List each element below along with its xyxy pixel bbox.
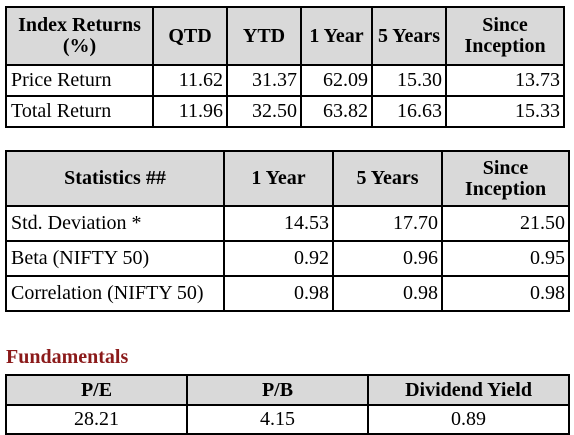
table-row: Std. Deviation * 14.53 17.70 21.50 xyxy=(5,205,570,242)
price-return-since-inception: 13.73 xyxy=(445,64,565,97)
index-returns-header-row: Index Returns (%) QTD YTD 1 Year 5 Years… xyxy=(5,6,565,66)
header-statistics: Statistics ## xyxy=(5,150,225,207)
header-5-years: 5 Years xyxy=(371,6,447,66)
price-return-qtd: 11.62 xyxy=(152,64,228,97)
correlation-since-inception: 0.98 xyxy=(441,275,570,312)
row-label-beta: Beta (NIFTY 50) xyxy=(5,240,225,277)
table-row: Correlation (NIFTY 50) 0.98 0.98 0.98 xyxy=(5,275,570,312)
beta-since-inception: 0.95 xyxy=(441,240,570,277)
statistics-table: Statistics ## 1 Year 5 Years Since Incep… xyxy=(5,150,570,312)
index-returns-table: Index Returns (%) QTD YTD 1 Year 5 Years… xyxy=(5,6,565,128)
correlation-5-years: 0.98 xyxy=(332,275,443,312)
table-row: Beta (NIFTY 50) 0.92 0.96 0.95 xyxy=(5,240,570,277)
price-return-1-year: 62.09 xyxy=(300,64,373,97)
row-label-total-return: Total Return xyxy=(5,95,154,128)
fundamentals-title: Fundamentals xyxy=(6,346,129,368)
fundamentals-header-row: P/E P/B Dividend Yield xyxy=(5,374,570,406)
total-return-ytd: 32.50 xyxy=(226,95,302,128)
header-dividend-yield: Dividend Yield xyxy=(367,374,570,406)
header-1-year: 1 Year xyxy=(223,150,334,207)
pe-value: 28.21 xyxy=(5,404,188,435)
pb-value: 4.15 xyxy=(186,404,369,435)
header-pe: P/E xyxy=(5,374,188,406)
header-5-years: 5 Years xyxy=(332,150,443,207)
beta-1-year: 0.92 xyxy=(223,240,334,277)
std-deviation-5-years: 17.70 xyxy=(332,205,443,242)
row-label-correlation: Correlation (NIFTY 50) xyxy=(5,275,225,312)
header-since-inception: Since Inception xyxy=(441,150,570,207)
price-return-5-years: 15.30 xyxy=(371,64,447,97)
dividend-yield-value: 0.89 xyxy=(367,404,570,435)
std-deviation-1-year: 14.53 xyxy=(223,205,334,242)
header-qtd: QTD xyxy=(152,6,228,66)
header-pb: P/B xyxy=(186,374,369,406)
header-since-inception: Since Inception xyxy=(445,6,565,66)
row-label-std-deviation: Std. Deviation * xyxy=(5,205,225,242)
total-return-5-years: 16.63 xyxy=(371,95,447,128)
header-ytd: YTD xyxy=(226,6,302,66)
header-1-year: 1 Year xyxy=(300,6,373,66)
table-row: 28.21 4.15 0.89 xyxy=(5,404,570,435)
header-index-returns: Index Returns (%) xyxy=(5,6,154,66)
price-return-ytd: 31.37 xyxy=(226,64,302,97)
table-row: Total Return 11.96 32.50 63.82 16.63 15.… xyxy=(5,95,565,128)
fundamentals-table: P/E P/B Dividend Yield 28.21 4.15 0.89 xyxy=(5,374,570,435)
table-row: Price Return 11.62 31.37 62.09 15.30 13.… xyxy=(5,64,565,97)
beta-5-years: 0.96 xyxy=(332,240,443,277)
total-return-since-inception: 15.33 xyxy=(445,95,565,128)
correlation-1-year: 0.98 xyxy=(223,275,334,312)
row-label-price-return: Price Return xyxy=(5,64,154,97)
statistics-header-row: Statistics ## 1 Year 5 Years Since Incep… xyxy=(5,150,570,207)
total-return-qtd: 11.96 xyxy=(152,95,228,128)
std-deviation-since-inception: 21.50 xyxy=(441,205,570,242)
total-return-1-year: 63.82 xyxy=(300,95,373,128)
